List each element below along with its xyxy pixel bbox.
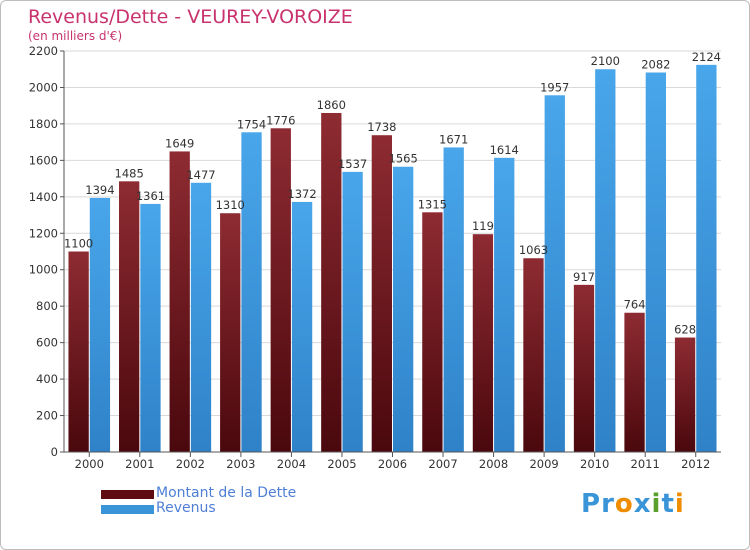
bar-value-label: 2124 [692, 50, 721, 64]
x-tick-label: 2002 [176, 457, 205, 471]
x-tick-label: 2008 [479, 457, 508, 471]
legend-swatch-dette [101, 490, 154, 499]
bar-value-label: 1671 [439, 132, 468, 146]
logo-letter: i [651, 489, 662, 519]
bar-value-label: 1315 [418, 197, 447, 211]
y-tick-label: 600 [36, 336, 58, 350]
logo-letter: o [614, 489, 634, 519]
bar-dette [220, 213, 241, 452]
bar-dette [119, 181, 140, 452]
legend-label-revenus: Revenus [156, 500, 216, 516]
bar-revenus [291, 201, 313, 452]
x-tick-label: 2000 [75, 457, 104, 471]
y-tick-label: 2200 [29, 44, 58, 58]
bar-value-label: 1957 [540, 80, 569, 94]
bar-revenus [393, 166, 414, 453]
legend-swatch-revenus [101, 505, 154, 514]
bar-value-label: 1100 [64, 237, 93, 251]
bar-revenus [140, 203, 161, 452]
bar-dette [523, 258, 544, 452]
y-tick-label: 1400 [29, 190, 58, 204]
bar-value-label: 1776 [266, 113, 295, 127]
bar-value-label: 628 [674, 323, 696, 337]
x-tick-label: 2007 [428, 457, 457, 471]
chart-title: Revenus/Dette - VEUREY-VOROIZE [28, 6, 353, 28]
bar-value-label: 1649 [165, 136, 194, 150]
bar-value-label: 1485 [115, 166, 144, 180]
bar-value-label: 1614 [490, 143, 519, 157]
y-tick-label: 800 [36, 299, 58, 313]
bar-dette [624, 312, 645, 452]
bar-value-label: 1361 [136, 189, 165, 203]
y-tick-label: 1600 [29, 153, 58, 167]
logo-letter: t [661, 489, 675, 519]
x-tick-label: 2001 [125, 457, 154, 471]
bar-dette [472, 234, 494, 452]
x-tick-label: 2003 [226, 457, 255, 471]
bar-revenus [443, 147, 464, 452]
x-tick-label: 2005 [327, 457, 356, 471]
bar-revenus [544, 95, 565, 453]
proxiti-logo: Proxiti [581, 489, 685, 519]
bar-value-label: 1372 [287, 187, 316, 201]
bar-revenus [241, 132, 262, 452]
bar-value-label: 764 [624, 298, 646, 312]
bar-value-label: 2100 [591, 54, 620, 68]
bar-value-label: 1394 [85, 183, 114, 197]
bar-dette [674, 337, 696, 452]
bar-revenus [190, 182, 212, 452]
bar-value-label: 1565 [389, 152, 418, 166]
logo-letter: P [581, 489, 602, 519]
y-tick-label: 1800 [29, 117, 58, 131]
bar-value-label: 2082 [641, 58, 670, 72]
bar-value-label: 1477 [186, 168, 215, 182]
y-tick-label: 0 [51, 445, 58, 459]
bar-value-label: 1738 [367, 120, 396, 134]
bar-revenus [342, 171, 363, 453]
bar-dette [169, 151, 190, 453]
y-tick-label: 1000 [29, 263, 58, 277]
bar-dette [68, 251, 89, 452]
bar-dette [270, 128, 291, 452]
bar-revenus [595, 69, 616, 453]
bar-dette [321, 112, 342, 453]
bar-value-label: 1063 [519, 243, 548, 257]
logo-letter: x [633, 489, 652, 519]
bar-revenus [645, 72, 666, 452]
x-tick-label: 2006 [378, 457, 407, 471]
bar-revenus [89, 197, 111, 452]
x-tick-label: 2010 [580, 457, 609, 471]
y-tick-label: 200 [36, 409, 58, 423]
bars-layer [68, 64, 717, 453]
bar-dette [371, 135, 392, 452]
grid-layer [64, 50, 721, 417]
bar-value-label: 1754 [237, 117, 266, 131]
bar-dette [422, 212, 443, 452]
x-tick-label: 2011 [631, 457, 660, 471]
bar-value-label: 917 [573, 270, 595, 284]
logo-letter: i [674, 489, 685, 519]
bar-revenus [494, 157, 515, 452]
bar-value-label: 119 [472, 219, 494, 233]
axis-layer: 0 200 400 600 800 1000 1200 1400 1600 1800 2000 220… [29, 44, 721, 471]
x-tick-label: 2004 [277, 457, 306, 471]
bar-value-label: 1860 [317, 98, 346, 112]
bar-value-label: 1537 [338, 157, 367, 171]
y-tick-label: 2000 [29, 80, 58, 94]
x-tick-label: 2009 [529, 457, 558, 471]
x-tick-label: 2012 [681, 457, 710, 471]
bar-value-label: 1310 [216, 198, 245, 212]
chart-subtitle: (en milliers d'€) [28, 29, 123, 43]
y-tick-label: 400 [36, 372, 58, 386]
legend-label-dette: Montant de la Dette [156, 485, 297, 501]
bar-revenus [696, 64, 717, 452]
logo-letter: r [601, 489, 615, 519]
bar-dette [573, 284, 595, 452]
y-tick-label: 1200 [29, 226, 58, 240]
